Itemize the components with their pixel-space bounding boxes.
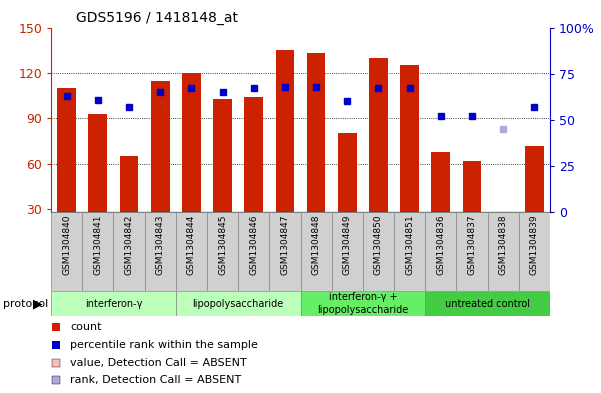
Bar bbox=[151, 81, 169, 212]
Text: GSM1304838: GSM1304838 bbox=[499, 215, 508, 275]
Text: GSM1304841: GSM1304841 bbox=[93, 215, 102, 275]
Text: GSM1304845: GSM1304845 bbox=[218, 215, 227, 275]
Bar bbox=[426, 291, 550, 316]
Text: GSM1304847: GSM1304847 bbox=[281, 215, 290, 275]
Bar bbox=[207, 212, 238, 291]
Bar bbox=[57, 88, 76, 212]
Bar bbox=[456, 212, 487, 291]
Text: GSM1304842: GSM1304842 bbox=[124, 215, 133, 275]
Text: percentile rank within the sample: percentile rank within the sample bbox=[70, 340, 258, 350]
Bar bbox=[394, 212, 426, 291]
Bar bbox=[494, 212, 513, 247]
Text: GSM1304840: GSM1304840 bbox=[62, 215, 71, 275]
Bar bbox=[213, 99, 232, 212]
Text: GSM1304850: GSM1304850 bbox=[374, 215, 383, 275]
Bar bbox=[176, 291, 300, 316]
Text: GSM1304843: GSM1304843 bbox=[156, 215, 165, 275]
Text: GSM1304849: GSM1304849 bbox=[343, 215, 352, 275]
Bar bbox=[182, 73, 201, 212]
Text: GSM1304844: GSM1304844 bbox=[187, 215, 196, 275]
Bar bbox=[463, 161, 481, 212]
Bar bbox=[269, 212, 300, 291]
Bar bbox=[82, 212, 114, 291]
Text: value, Detection Call = ABSENT: value, Detection Call = ABSENT bbox=[70, 358, 247, 367]
Bar bbox=[332, 212, 363, 291]
Bar bbox=[426, 212, 456, 291]
Text: protocol: protocol bbox=[3, 299, 48, 309]
Text: count: count bbox=[70, 322, 102, 332]
Text: GSM1304837: GSM1304837 bbox=[468, 215, 477, 275]
Bar bbox=[276, 50, 294, 212]
Bar bbox=[145, 212, 176, 291]
Bar bbox=[51, 212, 82, 291]
Text: GSM1304846: GSM1304846 bbox=[249, 215, 258, 275]
Bar bbox=[307, 53, 326, 212]
Bar bbox=[300, 291, 426, 316]
Text: GSM1304851: GSM1304851 bbox=[405, 215, 414, 275]
Text: untreated control: untreated control bbox=[445, 299, 530, 309]
Bar bbox=[519, 212, 550, 291]
Text: GSM1304836: GSM1304836 bbox=[436, 215, 445, 275]
Bar bbox=[432, 152, 450, 212]
Bar bbox=[88, 114, 107, 212]
Bar bbox=[245, 97, 263, 212]
Bar bbox=[525, 145, 544, 212]
Bar bbox=[369, 58, 388, 212]
Text: GSM1304848: GSM1304848 bbox=[311, 215, 320, 275]
Text: ▶: ▶ bbox=[33, 297, 43, 310]
Text: rank, Detection Call = ABSENT: rank, Detection Call = ABSENT bbox=[70, 375, 241, 385]
Bar bbox=[176, 212, 207, 291]
Bar bbox=[400, 65, 419, 212]
Bar bbox=[363, 212, 394, 291]
Bar bbox=[338, 134, 356, 212]
Bar bbox=[114, 212, 145, 291]
Text: GDS5196 / 1418148_at: GDS5196 / 1418148_at bbox=[76, 11, 238, 25]
Bar bbox=[300, 212, 332, 291]
Bar bbox=[487, 212, 519, 291]
Text: interferon-γ +
lipopolysaccharide: interferon-γ + lipopolysaccharide bbox=[317, 292, 409, 315]
Bar bbox=[51, 291, 176, 316]
Text: GSM1304839: GSM1304839 bbox=[530, 215, 539, 275]
Bar bbox=[120, 156, 138, 212]
Bar bbox=[238, 212, 269, 291]
Text: lipopolysaccharide: lipopolysaccharide bbox=[192, 299, 284, 309]
Text: interferon-γ: interferon-γ bbox=[85, 299, 142, 309]
